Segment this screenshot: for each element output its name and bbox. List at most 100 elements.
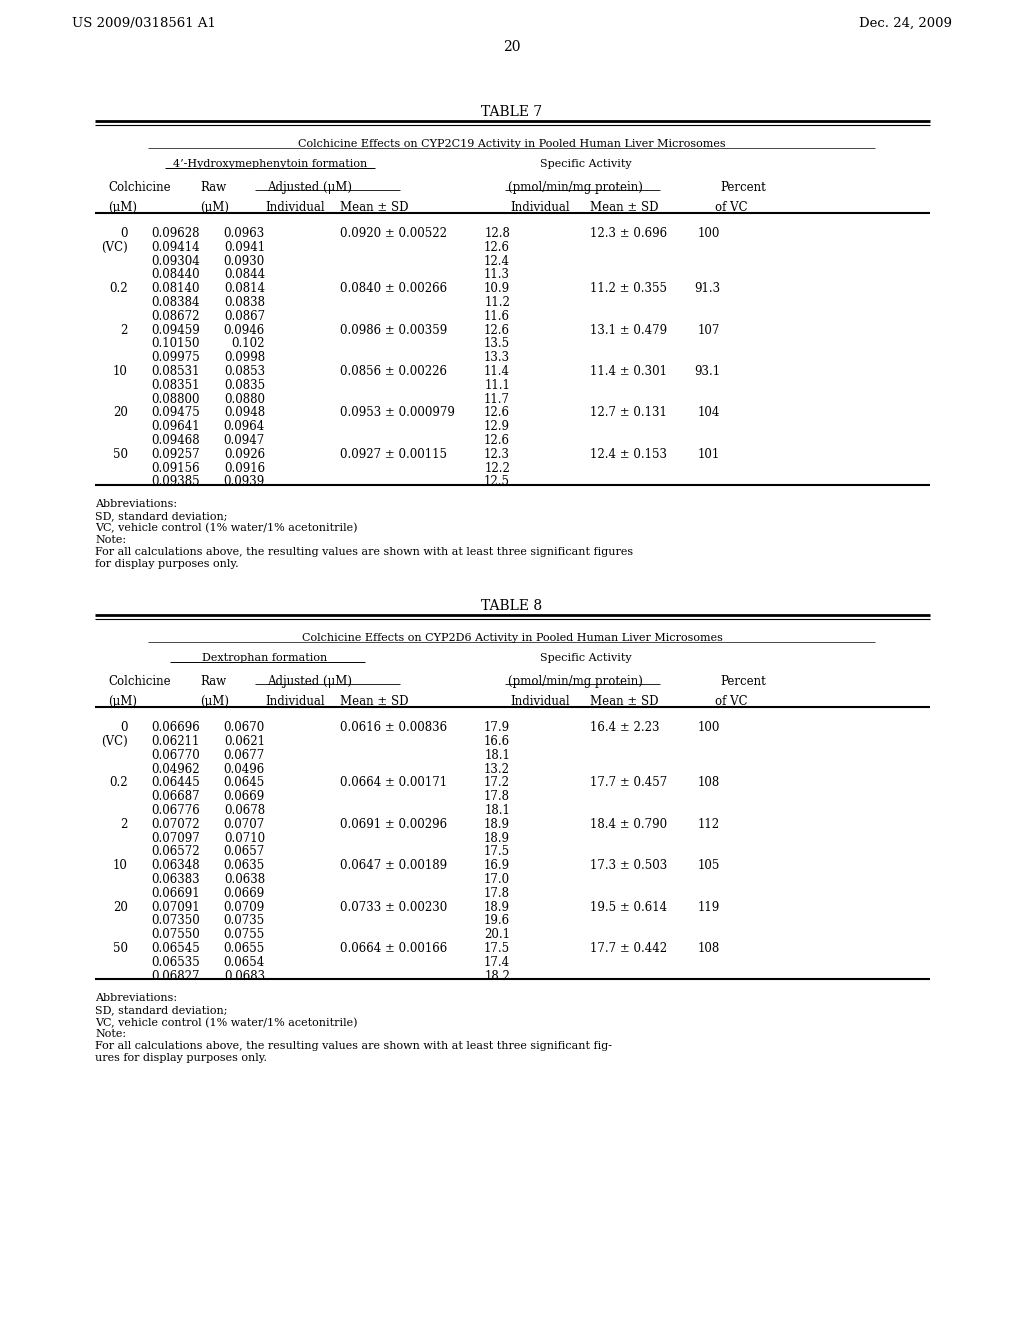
Text: 50: 50 — [113, 942, 128, 954]
Text: 0.0927 ± 0.00115: 0.0927 ± 0.00115 — [340, 447, 447, 461]
Text: 93.1: 93.1 — [694, 366, 720, 378]
Text: 0.07072: 0.07072 — [152, 818, 200, 830]
Text: of VC: of VC — [715, 696, 748, 709]
Text: 2: 2 — [121, 818, 128, 830]
Text: 0.0645: 0.0645 — [224, 776, 265, 789]
Text: 13.5: 13.5 — [484, 338, 510, 350]
Text: 19.6: 19.6 — [484, 915, 510, 928]
Text: 0.0678: 0.0678 — [224, 804, 265, 817]
Text: 0.08140: 0.08140 — [152, 282, 200, 296]
Text: 17.4: 17.4 — [484, 956, 510, 969]
Text: Mean ± SD: Mean ± SD — [340, 201, 409, 214]
Text: 0.09385: 0.09385 — [152, 475, 200, 488]
Text: 0.04962: 0.04962 — [152, 763, 200, 776]
Text: 0.0840 ± 0.00266: 0.0840 ± 0.00266 — [340, 282, 447, 296]
Text: 0.06776: 0.06776 — [152, 804, 200, 817]
Text: Raw: Raw — [200, 676, 226, 688]
Text: 0: 0 — [121, 227, 128, 240]
Text: 0.10150: 0.10150 — [152, 338, 200, 350]
Text: 17.5: 17.5 — [484, 942, 510, 954]
Text: 0.0867: 0.0867 — [224, 310, 265, 323]
Text: 0.0814: 0.0814 — [224, 282, 265, 296]
Text: 0.06383: 0.06383 — [152, 873, 200, 886]
Text: 0.0669: 0.0669 — [224, 887, 265, 900]
Text: 0.06348: 0.06348 — [152, 859, 200, 873]
Text: 17.9: 17.9 — [484, 721, 510, 734]
Text: 0.09641: 0.09641 — [152, 420, 200, 433]
Text: Note:: Note: — [95, 1030, 126, 1039]
Text: 12.3 ± 0.696: 12.3 ± 0.696 — [590, 227, 667, 240]
Text: For all calculations above, the resulting values are shown with at least three s: For all calculations above, the resultin… — [95, 1041, 612, 1052]
Text: (pmol/min/mg protein): (pmol/min/mg protein) — [508, 181, 642, 194]
Text: 17.3 ± 0.503: 17.3 ± 0.503 — [590, 859, 668, 873]
Text: Mean ± SD: Mean ± SD — [340, 696, 409, 709]
Text: 0.0941: 0.0941 — [224, 240, 265, 253]
Text: 0.0835: 0.0835 — [224, 379, 265, 392]
Text: 10: 10 — [113, 859, 128, 873]
Text: 18.2: 18.2 — [484, 970, 510, 982]
Text: Colchicine Effects on CYP2C19 Activity in Pooled Human Liver Microsomes: Colchicine Effects on CYP2C19 Activity i… — [298, 139, 726, 149]
Text: Note:: Note: — [95, 535, 126, 545]
Text: 0.07350: 0.07350 — [152, 915, 200, 928]
Text: 0.09628: 0.09628 — [152, 227, 200, 240]
Text: 17.8: 17.8 — [484, 887, 510, 900]
Text: 13.1 ± 0.479: 13.1 ± 0.479 — [590, 323, 667, 337]
Text: 0.07091: 0.07091 — [152, 900, 200, 913]
Text: 18.1: 18.1 — [484, 804, 510, 817]
Text: 0.0998: 0.0998 — [224, 351, 265, 364]
Text: 0.08800: 0.08800 — [152, 392, 200, 405]
Text: (pmol/min/mg protein): (pmol/min/mg protein) — [508, 676, 642, 688]
Text: 0.0655: 0.0655 — [224, 942, 265, 954]
Text: 0.0710: 0.0710 — [224, 832, 265, 845]
Text: 0.0930: 0.0930 — [224, 255, 265, 268]
Text: 0.0926: 0.0926 — [224, 447, 265, 461]
Text: 0.0733 ± 0.00230: 0.0733 ± 0.00230 — [340, 900, 447, 913]
Text: 17.7 ± 0.442: 17.7 ± 0.442 — [590, 942, 667, 954]
Text: 100: 100 — [697, 721, 720, 734]
Text: (VC): (VC) — [101, 240, 128, 253]
Text: 0.0635: 0.0635 — [224, 859, 265, 873]
Text: 0.08440: 0.08440 — [152, 268, 200, 281]
Text: Adjusted (μM): Adjusted (μM) — [267, 181, 352, 194]
Text: 107: 107 — [697, 323, 720, 337]
Text: 0.0657: 0.0657 — [224, 845, 265, 858]
Text: 13.3: 13.3 — [484, 351, 510, 364]
Text: 0.09156: 0.09156 — [152, 462, 200, 475]
Text: Adjusted (μM): Adjusted (μM) — [267, 676, 352, 688]
Text: 18.9: 18.9 — [484, 832, 510, 845]
Text: 0.09975: 0.09975 — [152, 351, 200, 364]
Text: 0.07550: 0.07550 — [152, 928, 200, 941]
Text: Specific Activity: Specific Activity — [540, 158, 632, 169]
Text: 20: 20 — [113, 407, 128, 420]
Text: 0.06827: 0.06827 — [152, 970, 200, 982]
Text: 20: 20 — [113, 900, 128, 913]
Text: 0.0691 ± 0.00296: 0.0691 ± 0.00296 — [340, 818, 447, 830]
Text: 0.0939: 0.0939 — [224, 475, 265, 488]
Text: 0.08672: 0.08672 — [152, 310, 200, 323]
Text: 0.2: 0.2 — [110, 776, 128, 789]
Text: 0.06696: 0.06696 — [152, 721, 200, 734]
Text: 100: 100 — [697, 227, 720, 240]
Text: US 2009/0318561 A1: US 2009/0318561 A1 — [72, 17, 216, 30]
Text: Abbreviations:: Abbreviations: — [95, 499, 177, 510]
Text: 0.0963: 0.0963 — [224, 227, 265, 240]
Text: 0.0709: 0.0709 — [224, 900, 265, 913]
Text: 0.06535: 0.06535 — [152, 956, 200, 969]
Text: 20.1: 20.1 — [484, 928, 510, 941]
Text: 0.06545: 0.06545 — [152, 942, 200, 954]
Text: 0.0853: 0.0853 — [224, 366, 265, 378]
Text: 0.07097: 0.07097 — [152, 832, 200, 845]
Text: Individual: Individual — [510, 696, 569, 709]
Text: 112: 112 — [698, 818, 720, 830]
Text: 0.0838: 0.0838 — [224, 296, 265, 309]
Text: 17.8: 17.8 — [484, 791, 510, 803]
Text: TABLE 8: TABLE 8 — [481, 599, 543, 614]
Text: 13.2: 13.2 — [484, 763, 510, 776]
Text: 0.0670: 0.0670 — [224, 721, 265, 734]
Text: 0.0844: 0.0844 — [224, 268, 265, 281]
Text: 0.0735: 0.0735 — [224, 915, 265, 928]
Text: 0.0947: 0.0947 — [224, 434, 265, 447]
Text: 11.7: 11.7 — [484, 392, 510, 405]
Text: Dec. 24, 2009: Dec. 24, 2009 — [859, 17, 952, 30]
Text: 10.9: 10.9 — [484, 282, 510, 296]
